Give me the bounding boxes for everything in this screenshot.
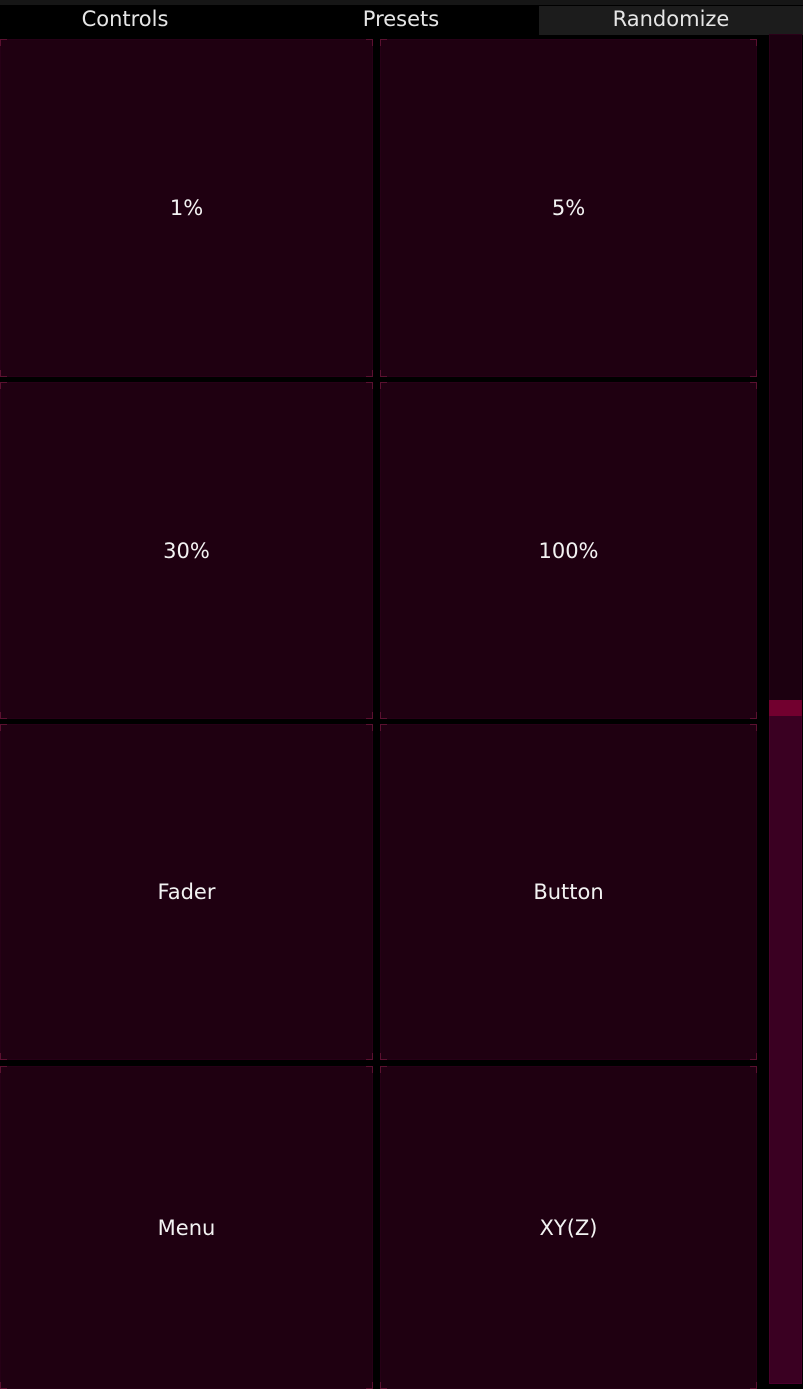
randomize-1-percent-button[interactable]: 1% bbox=[0, 39, 373, 377]
randomize-5-percent-button[interactable]: 5% bbox=[380, 39, 757, 377]
randomize-100-percent-button[interactable]: 100% bbox=[380, 382, 757, 719]
button-label: Menu bbox=[157, 1215, 216, 1240]
randomize-30-percent-button[interactable]: 30% bbox=[0, 382, 373, 719]
button-label: 100% bbox=[538, 538, 599, 563]
randomize-xyz-button[interactable]: XY(Z) bbox=[380, 1066, 757, 1389]
button-label: 5% bbox=[551, 196, 586, 220]
vertical-scrollbar[interactable] bbox=[769, 34, 802, 1384]
tab-presets[interactable]: Presets bbox=[362, 7, 440, 31]
tab-randomize[interactable]: Randomize bbox=[539, 6, 803, 35]
scroll-thumb-handle[interactable] bbox=[769, 700, 802, 716]
button-label: Fader bbox=[157, 880, 216, 904]
button-label: 1% bbox=[169, 196, 204, 220]
button-label: 30% bbox=[163, 538, 210, 563]
randomize-button-grid: 1% 5% 30% 100% Fader Button Menu XY(Z) bbox=[0, 39, 760, 1389]
tab-bar: Controls Presets Randomize bbox=[0, 0, 803, 36]
randomize-button-button[interactable]: Button bbox=[380, 724, 757, 1060]
randomize-menu-button[interactable]: Menu bbox=[0, 1066, 373, 1389]
tab-controls[interactable]: Controls bbox=[81, 7, 169, 31]
scroll-thumb[interactable] bbox=[769, 700, 802, 1384]
button-label: XY(Z) bbox=[539, 1215, 598, 1240]
button-label: Button bbox=[533, 880, 604, 904]
randomize-fader-button[interactable]: Fader bbox=[0, 724, 373, 1060]
